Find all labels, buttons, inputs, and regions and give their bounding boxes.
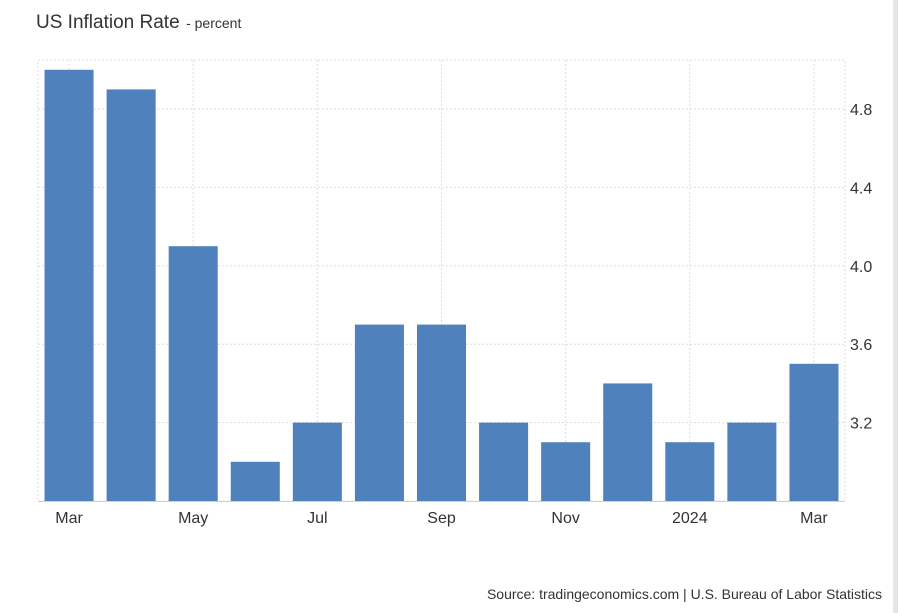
bar-13	[789, 363, 839, 501]
bar-7	[416, 324, 467, 501]
x-tick-label: Mar	[800, 510, 828, 527]
x-tick-label: Jul	[307, 510, 327, 527]
source-caption: Source: tradingeconomics.com | U.S. Bure…	[486, 586, 882, 602]
bar-10	[603, 383, 653, 501]
bar-12	[727, 422, 777, 501]
page-edge-divider	[893, 0, 898, 613]
x-tick-label: May	[178, 510, 208, 527]
bar-9	[541, 442, 591, 501]
bar-6	[354, 324, 404, 501]
bar-1	[44, 69, 94, 502]
chart-title: US Inflation Rate	[36, 12, 180, 33]
x-tick-label: 2024	[672, 510, 708, 527]
bar-2	[106, 89, 156, 502]
y-tick-label: 3.6	[850, 337, 872, 354]
bar-8	[479, 422, 529, 501]
y-tick-label: 3.2	[850, 416, 872, 433]
chart-header: US Inflation Rate - percent	[36, 12, 241, 34]
bar-3	[168, 246, 218, 501]
x-tick-label: Nov	[551, 510, 579, 527]
y-tick-label: 4.0	[850, 259, 872, 276]
y-tick-label: 4.8	[850, 102, 872, 119]
y-tick-label: 4.4	[850, 180, 872, 197]
bar-5	[292, 422, 342, 501]
bar-4	[230, 461, 280, 501]
x-tick-label: Sep	[427, 510, 456, 527]
bar-11	[665, 442, 715, 501]
x-tick-label: Mar	[55, 510, 83, 527]
chart-subtitle: - percent	[186, 15, 242, 31]
